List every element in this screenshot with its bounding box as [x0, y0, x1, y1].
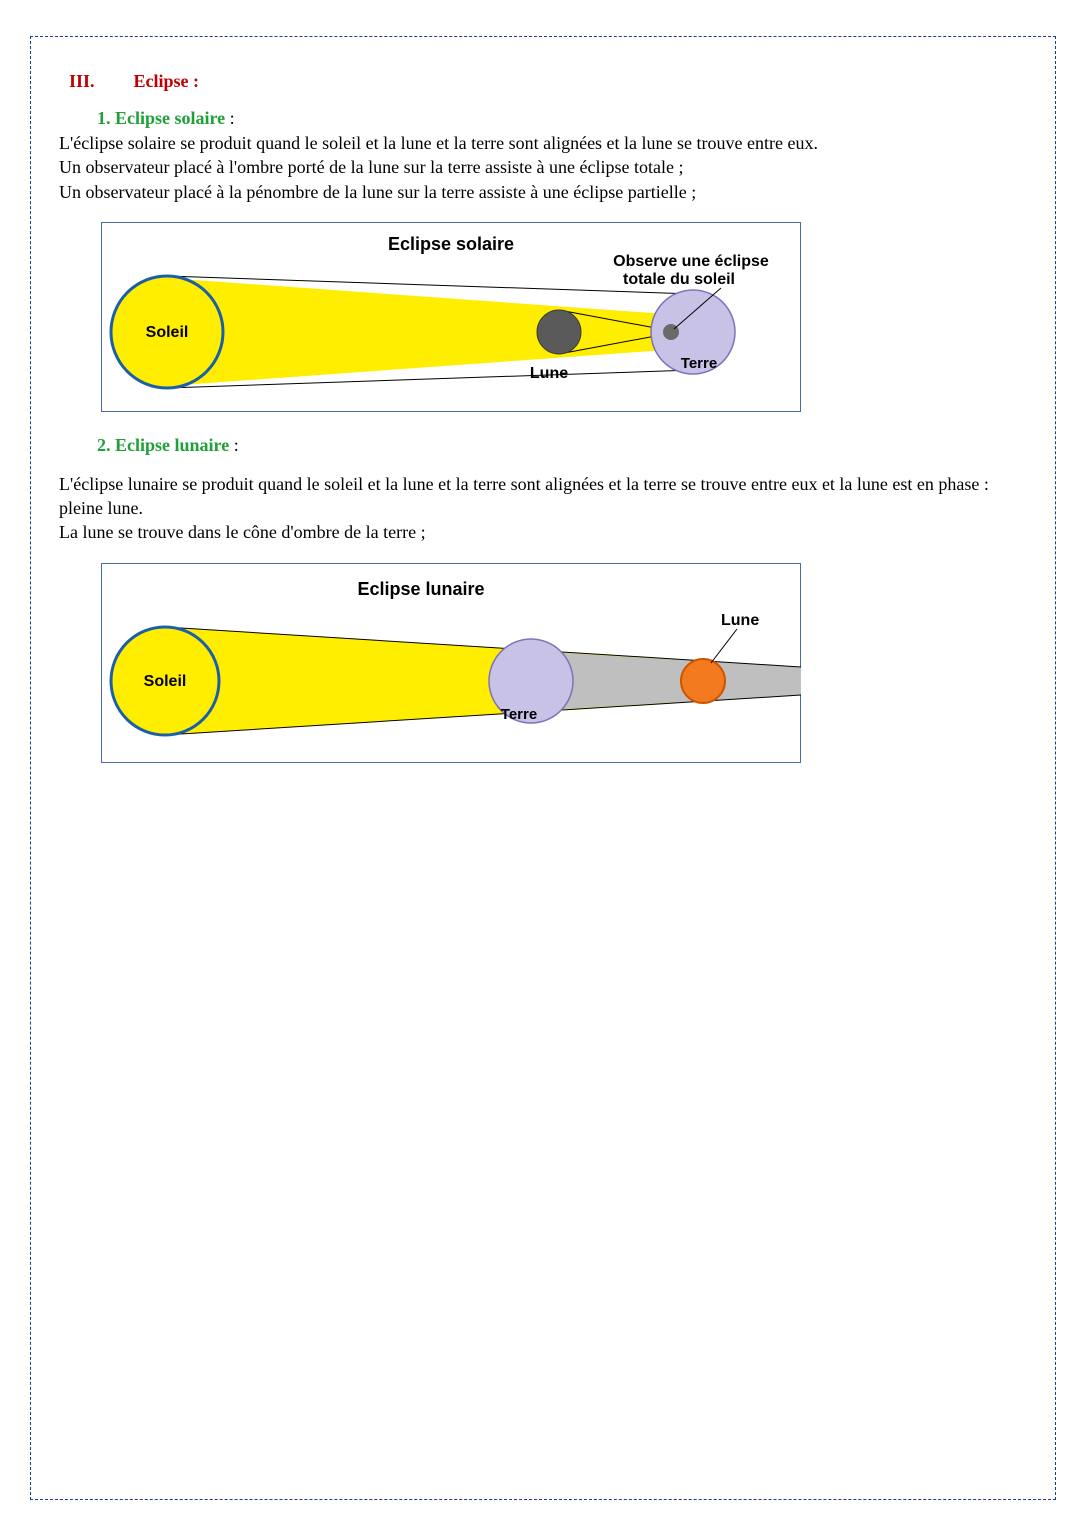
paragraph-2b: La lune se trouve dans le cône d'ombre d…: [59, 520, 1027, 544]
diagram-lunar-eclipse: Eclipse lunaire Lune Soleil Terre: [101, 563, 1027, 768]
diagram2-earth-label: Terre: [501, 706, 537, 723]
sub2-title: Eclipse lunaire: [115, 435, 229, 455]
sub2-colon: :: [229, 435, 239, 455]
diagram2-sun-label: Soleil: [144, 673, 187, 690]
page: III. Eclipse : 1. Eclipse solaire : L'éc…: [0, 0, 1086, 1536]
paragraph-2a: L'éclipse lunaire se produit quand le so…: [59, 472, 1027, 521]
diagram2-moon-label: Lune: [721, 612, 759, 629]
diagram2-title: Eclipse lunaire: [357, 579, 484, 599]
content-frame: III. Eclipse : 1. Eclipse solaire : L'éc…: [30, 36, 1056, 1500]
sub1-number: 1.: [97, 108, 111, 128]
subheading-1: 1. Eclipse solaire :: [97, 108, 1027, 129]
paragraph-1c: Un observateur placé à la pénombre de la…: [59, 180, 1027, 204]
diagram1-caption-line1: Observe une éclipse: [613, 253, 769, 270]
diagram1-title: Eclipse solaire: [388, 234, 514, 254]
solar-eclipse-svg: Eclipse solaire Observe une éclipse tota…: [101, 222, 801, 412]
diagram-solar-eclipse: Eclipse solaire Observe une éclipse tota…: [101, 222, 1027, 417]
sub1-colon: :: [225, 108, 235, 128]
diagram1-caption-line2: totale du soleil: [623, 271, 735, 288]
diagram1-earth-label: Terre: [681, 355, 717, 372]
diagram1-moon: [537, 310, 581, 354]
paragraph-1b: Un observateur placé à l'ombre porté de …: [59, 155, 1027, 179]
sub2-number: 2.: [97, 435, 111, 455]
lunar-eclipse-svg: Eclipse lunaire Lune Soleil Terre: [101, 563, 801, 763]
section-heading: III. Eclipse :: [69, 71, 1027, 92]
diagram2-moon: [681, 659, 725, 703]
section-title: Eclipse :: [134, 71, 200, 91]
paragraph-1a: L'éclipse solaire se produit quand le so…: [59, 131, 1027, 155]
sub1-title: Eclipse solaire: [115, 108, 225, 128]
diagram1-sun-label: Soleil: [146, 324, 189, 341]
subheading-2: 2. Eclipse lunaire :: [97, 435, 1027, 456]
section-number: III.: [69, 71, 129, 92]
spacer: [59, 458, 1027, 472]
diagram1-moon-label: Lune: [530, 365, 568, 382]
